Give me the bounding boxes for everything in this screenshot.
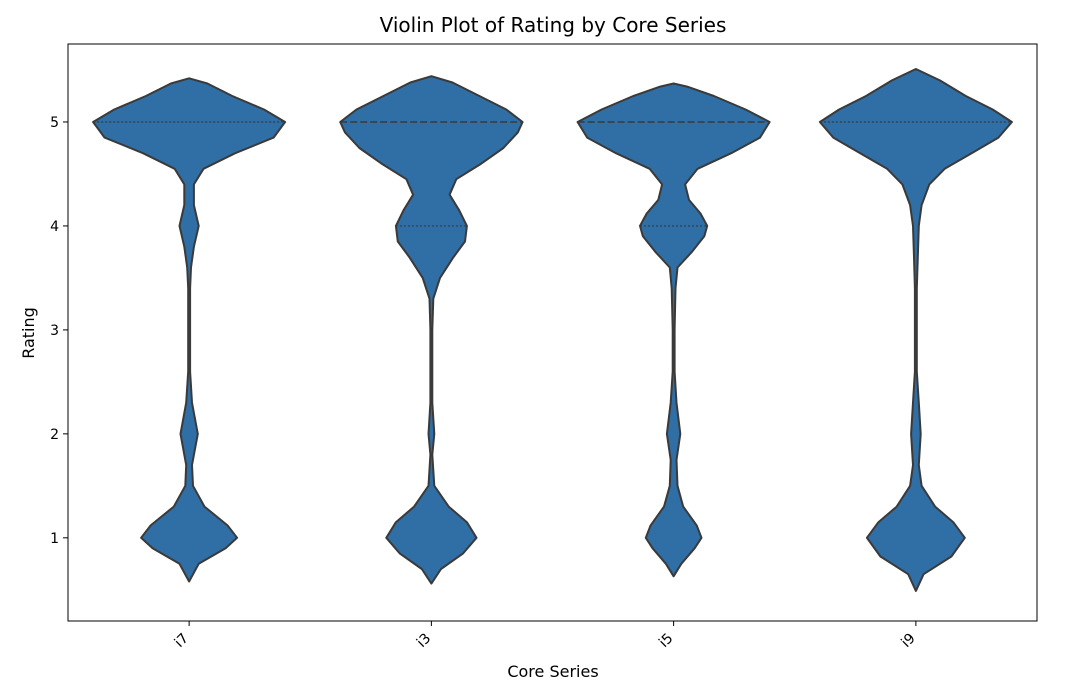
y-axis: 1 2 3 4 5: [50, 115, 68, 547]
violin-i7: [92, 77, 287, 583]
x-axis-label: Core Series: [507, 662, 598, 681]
violin-i5: [576, 82, 771, 578]
x-tick-label: i3: [414, 631, 434, 651]
plot-area-frame: [67, 43, 1038, 622]
x-axis: i7 i3 i5 i9: [172, 621, 919, 651]
y-tick-label: 5: [50, 115, 59, 131]
y-tick-label: 1: [50, 531, 59, 547]
chart-title: Violin Plot of Rating by Core Series: [380, 13, 727, 37]
x-tick-label: i7: [172, 631, 192, 651]
y-tick-label: 2: [50, 427, 59, 443]
violin-i9: [818, 68, 1013, 592]
y-tick-label: 3: [50, 323, 59, 339]
violins-group: [92, 68, 1013, 592]
x-tick-label: i5: [656, 631, 676, 651]
violin-i3: [339, 75, 524, 585]
x-tick-label: i9: [898, 631, 918, 651]
y-axis-label: Rating: [19, 307, 38, 359]
y-tick-label: 4: [50, 219, 59, 235]
